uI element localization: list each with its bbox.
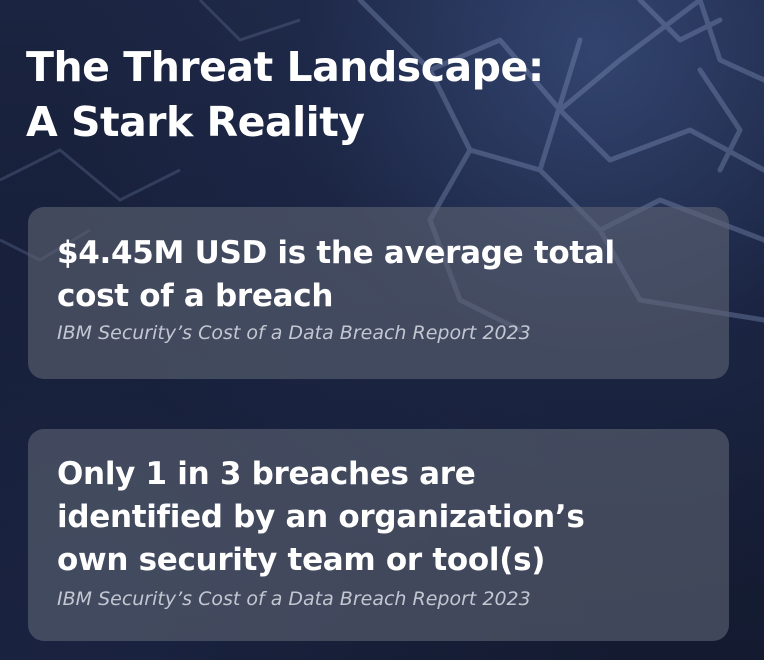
stat-headline-line: identified by an organization’s [57,499,585,535]
page-title: The Threat Landscape: A Stark Reality [26,40,544,150]
stat-card-breach-detection: Only 1 in 3 breaches are identified by a… [28,429,729,641]
page-title-line-2: A Stark Reality [26,98,365,146]
stat-card-breach-cost: $4.45M USD is the average total cost of … [28,207,729,379]
stat-source-citation: IBM Security’s Cost of a Data Breach Rep… [57,322,531,344]
stat-headline: $4.45M USD is the average total cost of … [57,207,729,318]
stat-headline-line: Only 1 in 3 breaches are [57,456,476,492]
stat-headline-line: $4.45M USD is the average total [57,235,615,271]
stat-headline-line: cost of a breach [57,278,334,314]
stat-source-citation: IBM Security’s Cost of a Data Breach Rep… [57,588,531,610]
stat-headline-line: own security team or tool(s) [57,542,546,578]
stat-headline: Only 1 in 3 breaches are identified by a… [57,429,729,582]
page-title-line-1: The Threat Landscape: [26,43,544,91]
